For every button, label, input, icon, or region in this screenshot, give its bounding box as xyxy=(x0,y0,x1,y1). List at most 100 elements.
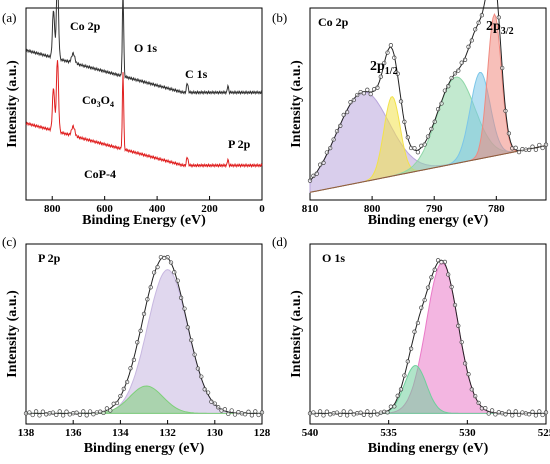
data-point xyxy=(496,410,501,415)
data-point xyxy=(442,88,448,93)
data-point xyxy=(385,50,390,55)
data-point xyxy=(533,413,539,418)
xtick-label: 128 xyxy=(254,427,271,439)
panel-c-label: (c) xyxy=(2,234,16,249)
data-point xyxy=(328,412,333,417)
data-point xyxy=(118,393,123,399)
data-point xyxy=(324,150,330,155)
xtick-label: 136 xyxy=(65,427,82,439)
data-point xyxy=(321,413,326,418)
data-point xyxy=(331,137,336,142)
xtick-label: 200 xyxy=(201,203,218,215)
data-point xyxy=(506,409,512,414)
xtick-label: 790 xyxy=(426,203,443,215)
panel-d-data-points xyxy=(307,258,549,418)
data-point xyxy=(456,323,461,328)
data-point xyxy=(405,359,410,364)
panel-c-xlabel: Binding energy (eV) xyxy=(84,441,205,456)
data-point xyxy=(486,411,491,416)
data-point xyxy=(510,146,515,151)
data-point xyxy=(415,320,421,326)
data-point xyxy=(439,101,444,106)
data-point xyxy=(442,259,448,265)
data-point xyxy=(338,412,343,418)
data-point xyxy=(162,255,167,261)
xtick-label: 810 xyxy=(302,203,319,215)
data-point xyxy=(513,409,518,414)
panel-b-data-points xyxy=(307,13,549,183)
data-point xyxy=(341,409,346,414)
panel-d-ylabel: Intensity (a.u.) xyxy=(289,290,304,378)
data-point xyxy=(182,306,187,311)
data-point xyxy=(429,126,434,132)
data-point xyxy=(44,412,49,417)
data-point xyxy=(135,340,140,345)
panel-d: (d) O 1s 540 535 530 525 Binding energy (eV… xyxy=(272,234,550,456)
data-point xyxy=(537,142,542,148)
data-point xyxy=(108,408,113,413)
data-point xyxy=(232,412,238,417)
data-point xyxy=(415,150,421,155)
data-point xyxy=(520,410,525,415)
panel-c-data-points xyxy=(23,254,265,418)
data-point xyxy=(408,145,414,151)
data-point xyxy=(446,84,451,89)
data-point xyxy=(151,270,157,275)
panel-a-cop4-line xyxy=(25,60,263,169)
xtick-label: 800 xyxy=(364,203,381,215)
panel-b-xlabel: Binding energy (eV) xyxy=(368,213,489,228)
data-point xyxy=(317,409,323,414)
data-point xyxy=(537,409,542,414)
data-point xyxy=(165,255,170,260)
data-point xyxy=(256,412,261,418)
data-point xyxy=(395,71,400,76)
data-point xyxy=(348,409,353,414)
panel-d-label: (d) xyxy=(272,234,287,249)
data-point xyxy=(398,99,404,104)
data-point xyxy=(37,413,42,418)
panel-a-ylabel: Intensity (a.u.) xyxy=(5,60,20,148)
data-point xyxy=(479,13,485,18)
data-point xyxy=(365,87,370,92)
data-point xyxy=(328,145,333,151)
panel-c-ylabel: Intensity (a.u.) xyxy=(5,290,20,378)
data-point xyxy=(311,173,316,178)
data-point xyxy=(412,146,417,151)
data-point xyxy=(314,171,319,176)
data-point xyxy=(530,409,535,414)
data-point xyxy=(500,65,505,71)
data-point xyxy=(47,411,52,416)
data-point xyxy=(334,128,340,134)
data-point xyxy=(128,366,133,371)
data-point xyxy=(344,109,350,115)
data-point xyxy=(540,145,545,151)
data-point xyxy=(533,147,539,152)
panel-c-frame xyxy=(25,243,263,425)
data-point xyxy=(81,409,86,414)
data-point xyxy=(371,409,377,414)
data-point xyxy=(74,410,79,415)
data-point xyxy=(388,404,394,409)
data-point xyxy=(425,134,431,139)
data-point xyxy=(503,412,508,417)
panel-c-title: P 2p xyxy=(38,251,61,265)
data-point xyxy=(60,413,66,418)
data-point xyxy=(50,410,56,415)
panel-a-cop4-label: CoP-4 xyxy=(84,167,116,181)
data-point xyxy=(435,106,441,112)
data-point xyxy=(462,57,468,62)
data-point xyxy=(473,27,478,32)
xtick-label: 530 xyxy=(459,427,476,439)
data-point xyxy=(226,411,231,417)
data-point xyxy=(361,412,367,417)
panel-b-title: Co 2p xyxy=(318,15,349,29)
data-point xyxy=(344,413,350,418)
data-point xyxy=(510,413,515,418)
panel-a-o1s-annotation: O 1s xyxy=(134,41,157,55)
data-point xyxy=(432,119,437,124)
data-point xyxy=(452,302,458,308)
data-point xyxy=(378,410,383,415)
data-point xyxy=(216,405,221,410)
data-point xyxy=(489,408,495,413)
data-point xyxy=(483,406,488,411)
